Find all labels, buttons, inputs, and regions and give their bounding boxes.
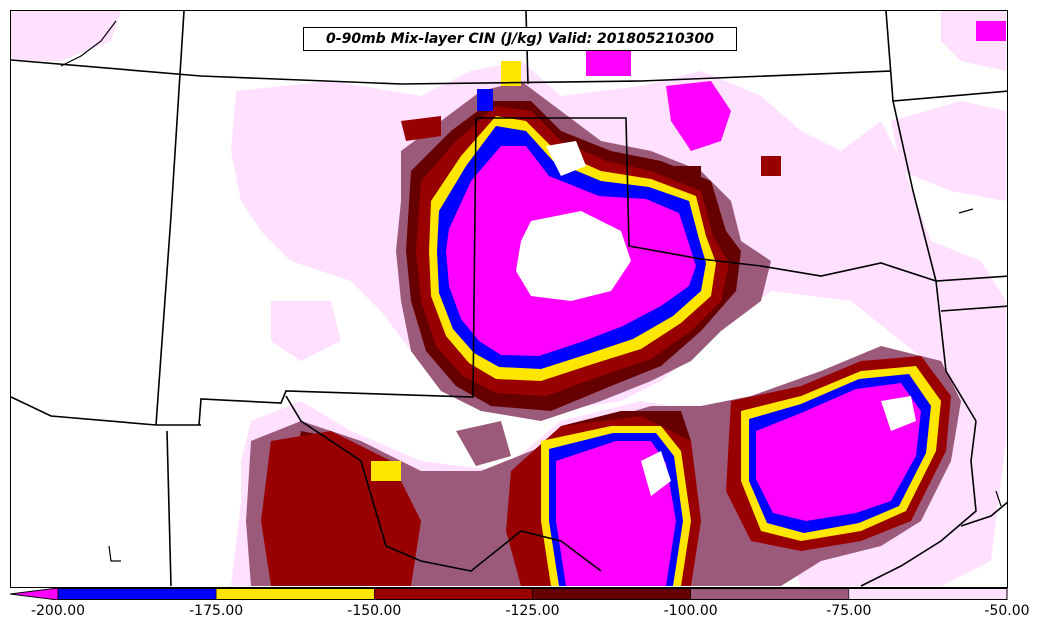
colorbar-tick-label: -150.00: [347, 603, 402, 619]
colorbar-tick-label: -200.00: [30, 603, 86, 619]
cin-clear-areas: [516, 141, 916, 496]
state-boundaries: [11, 11, 1007, 587]
map-title: 0-90mb Mix-layer CIN (J/kg) Valid: 20180…: [303, 27, 737, 51]
colorbar-segment: [374, 588, 533, 600]
cin-map: [11, 11, 1007, 587]
colorbar-tick-label: -75.00: [826, 603, 872, 619]
colorbar: [10, 588, 1008, 600]
colorbar-segments: [57, 588, 1008, 600]
colorbar-segment: [690, 588, 850, 600]
coastline: [60, 20, 1002, 562]
colorbar-tick-label: -175.00: [189, 603, 244, 619]
map-panel: 0-90mb Mix-layer CIN (J/kg) Valid: 20180…: [10, 10, 1008, 588]
colorbar-segment: [532, 588, 691, 600]
colorbar-tick-label: -125.00: [505, 603, 560, 619]
colorbar-underflow-arrow: [10, 588, 59, 600]
colorbar-tick-label: -100.00: [663, 603, 718, 619]
colorbar-segment: [848, 588, 1008, 600]
colorbar-tick-label: -50.00: [984, 603, 1030, 619]
colorbar-segment: [215, 588, 375, 600]
colorbar-segment: [57, 588, 217, 600]
